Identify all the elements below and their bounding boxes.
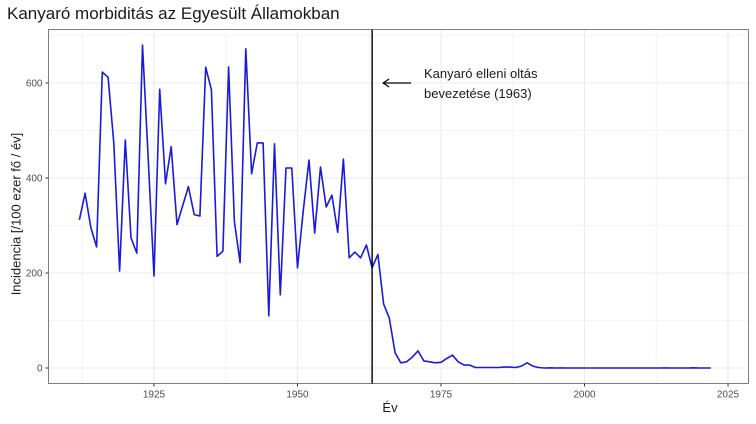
x-tick-label: 2025 [717, 390, 740, 401]
annotation-text: bevezetése (1963) [424, 86, 532, 101]
annotation: Kanyaró elleni oltás bevezetése (1963) [382, 66, 538, 101]
plot-panel-border [48, 29, 749, 384]
x-tick-label: 1925 [143, 390, 166, 401]
y-axis-label-wrap: Incidencia [/100 ezer fő / év] [2, 133, 24, 296]
y-tick-label: 400 [26, 174, 43, 185]
y-axis-label: Incidencia [/100 ezer fő / év] [8, 132, 24, 296]
x-axis-label: Év [382, 400, 398, 415]
x-tick-label: 1975 [430, 390, 453, 401]
x-tick-label: 2000 [573, 390, 596, 401]
axes: 1925 1950 1975 2000 2025 0 200 400 600 [26, 79, 740, 401]
x-tick-label: 1950 [286, 390, 309, 401]
y-tick-label: 200 [26, 269, 43, 280]
incidence-line [78, 44, 711, 369]
y-tick-label: 0 [37, 364, 43, 375]
annotation-text: Kanyaró elleni oltás [424, 66, 538, 81]
chart-title: Kanyaró morbiditás az Egyesült Államokba… [7, 4, 340, 23]
y-tick-label: 600 [26, 79, 43, 90]
